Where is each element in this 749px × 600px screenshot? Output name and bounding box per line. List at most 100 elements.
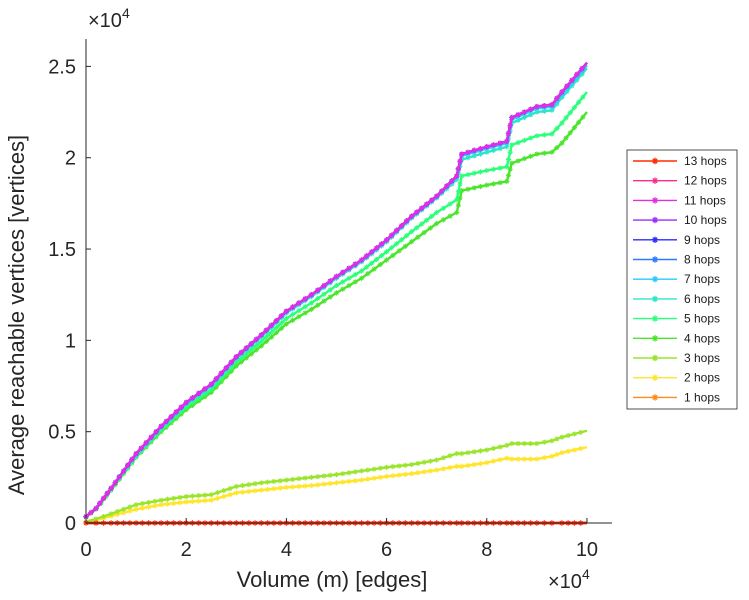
series-point <box>277 478 283 484</box>
y-tick-label: 0.5 <box>48 422 76 444</box>
series-point <box>490 147 497 154</box>
series-point <box>346 282 352 289</box>
series-point <box>576 99 582 105</box>
series-point <box>278 313 284 319</box>
series-point <box>541 108 547 114</box>
series-point <box>527 456 534 462</box>
series-point <box>283 477 289 483</box>
series-point <box>504 442 510 448</box>
legend-swatch-marker <box>651 354 659 362</box>
series-point <box>340 269 346 275</box>
series-point <box>120 506 127 512</box>
series-point <box>534 456 540 462</box>
series-point <box>296 476 302 482</box>
series-point <box>402 243 408 249</box>
series-point <box>258 480 264 486</box>
series-point <box>100 513 107 520</box>
series-point <box>302 483 308 489</box>
series-point <box>327 294 333 300</box>
series-point <box>164 501 171 507</box>
series-point <box>580 114 586 120</box>
legend-swatch-marker <box>651 236 659 243</box>
series-point <box>158 497 164 503</box>
series-point <box>246 488 252 495</box>
y-tick-label: 1.5 <box>48 239 76 261</box>
series-point <box>358 268 365 274</box>
series-point <box>368 249 375 255</box>
series-point <box>108 485 114 491</box>
series-point <box>490 181 497 187</box>
series-point <box>120 468 127 474</box>
series-point <box>564 89 570 95</box>
x-tick-label: 10 <box>576 539 598 561</box>
series-point <box>484 167 490 174</box>
series-point <box>296 483 302 490</box>
y-tick-label: 2 <box>65 148 76 170</box>
series-point <box>515 112 521 118</box>
series-point <box>444 183 450 189</box>
series-point <box>238 349 244 356</box>
series-point <box>471 185 477 191</box>
series-point <box>490 166 497 172</box>
legend-swatch-marker <box>651 295 659 303</box>
legend-swatch-marker <box>651 177 659 184</box>
series-point <box>571 431 578 437</box>
series-point <box>352 279 358 285</box>
legend-label: 7 hops <box>684 272 720 286</box>
series-point <box>521 440 527 447</box>
series-point <box>208 492 214 498</box>
legend-label: 2 hops <box>684 371 720 385</box>
series-point <box>296 300 302 306</box>
series-point <box>549 438 555 444</box>
series-point <box>358 257 365 263</box>
series-point <box>477 461 484 467</box>
series-point <box>196 493 202 499</box>
series-point <box>415 470 421 476</box>
series-point <box>554 101 560 107</box>
series-2-hops <box>83 445 588 525</box>
series-point <box>424 201 430 207</box>
series-point <box>564 83 570 89</box>
series-point <box>378 253 385 259</box>
x-exponent-label: ×104 <box>548 566 590 593</box>
series-point <box>404 218 410 224</box>
series-point <box>429 213 435 219</box>
series-point <box>574 71 580 78</box>
series-point <box>565 432 571 439</box>
series-point <box>424 217 430 223</box>
series-point <box>373 245 380 251</box>
series-point <box>202 391 208 397</box>
series-point <box>497 457 503 463</box>
series-point <box>515 440 521 447</box>
series-point <box>521 109 527 115</box>
series-point <box>290 484 296 490</box>
series-point <box>377 261 383 268</box>
series-point <box>223 365 229 371</box>
series-point <box>218 379 224 385</box>
legend-swatch-marker <box>651 315 659 322</box>
series-point <box>308 482 315 489</box>
series-point <box>283 308 289 314</box>
series-point <box>302 304 308 310</box>
series-point <box>189 395 196 401</box>
legend-swatch-marker <box>651 335 659 342</box>
series-point <box>455 189 461 195</box>
series-point <box>189 400 196 406</box>
series-point <box>228 365 234 371</box>
legend-item: 8 hops <box>633 253 720 267</box>
series-point <box>315 287 321 293</box>
series-point <box>152 498 158 504</box>
series-point <box>534 103 540 110</box>
series-point <box>290 304 296 310</box>
series-point <box>497 165 503 171</box>
series-point <box>278 325 284 331</box>
series-point <box>421 230 427 236</box>
series-point <box>133 502 139 508</box>
series-point <box>439 188 445 194</box>
series-point <box>399 223 405 229</box>
series-point <box>490 142 497 148</box>
series-point <box>504 164 510 170</box>
series-point <box>447 213 453 219</box>
series-point <box>471 449 477 455</box>
